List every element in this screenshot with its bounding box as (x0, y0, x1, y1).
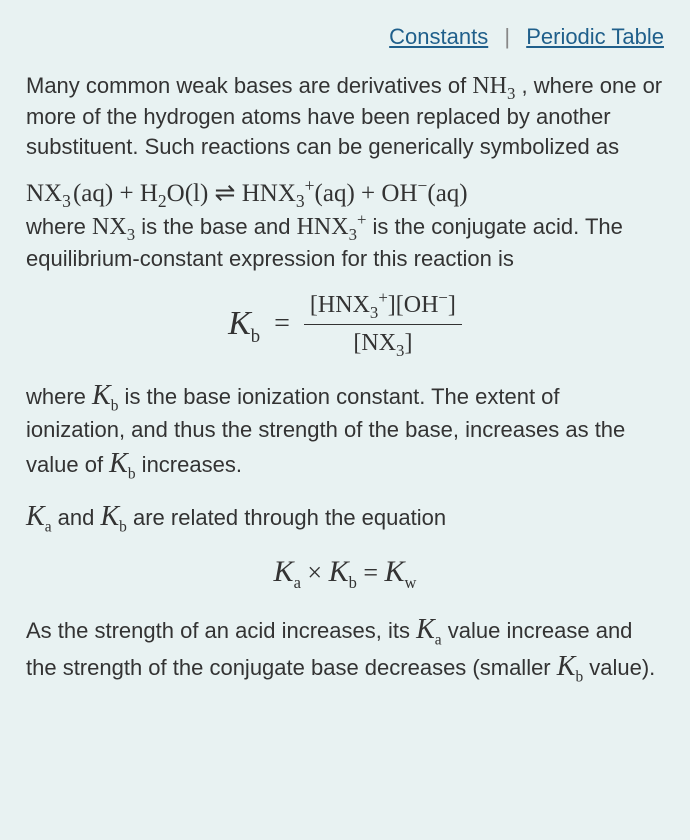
numerator: [HNX3+][OH−] (304, 289, 462, 324)
t: K (92, 380, 111, 411)
kb-fraction: [HNX3+][OH−] [NX3] (304, 289, 462, 359)
kw-var: Kw (385, 555, 417, 588)
s: b (349, 573, 357, 592)
kb-var: Kb (109, 448, 135, 479)
t: HNX (242, 180, 296, 207)
s: 2 (158, 191, 167, 211)
s: 3 (296, 191, 305, 211)
t: [HNX (310, 292, 370, 318)
text: increases. (136, 452, 242, 477)
reaction-equation: NX3 (aq) + H2O(l) ⇌ HNX3+(aq) + OH−(aq) (26, 180, 468, 207)
nx3: NX3 (92, 214, 135, 240)
text: is the base and (135, 214, 296, 239)
s: b (128, 465, 136, 482)
t: + (113, 180, 140, 207)
s: b (251, 326, 260, 347)
text: Many common weak bases are derivatives o… (26, 73, 472, 98)
kb-var: Kb (329, 555, 357, 588)
s: + (305, 176, 315, 196)
reaction-block: NX3 (aq) + H2O(l) ⇌ HNX3+(aq) + OH−(aq) … (26, 177, 664, 273)
t: (aq) (427, 180, 467, 207)
s: w (405, 573, 417, 592)
s: − (438, 288, 447, 307)
s: + (378, 288, 387, 307)
nh3-text: NH (472, 73, 507, 99)
t: K (26, 501, 45, 532)
kb-var: Kb (228, 301, 260, 347)
t: K (274, 555, 294, 588)
t: O (167, 180, 185, 207)
t: H (140, 180, 158, 207)
text: where (26, 384, 92, 409)
t: K (228, 305, 251, 342)
kb-var: Kb (100, 501, 126, 532)
s: 3 (349, 225, 357, 244)
t: ⇌ (208, 180, 241, 207)
s: b (119, 519, 127, 536)
ka-var: Ka (274, 555, 301, 588)
intro-paragraph: Many common weak bases are derivatives o… (26, 70, 664, 162)
s: 3 (127, 225, 135, 244)
t: HNX (297, 214, 349, 240)
ka-var: Ka (416, 614, 442, 645)
t: (aq) (73, 180, 113, 207)
t: K (100, 501, 119, 532)
final-paragraph: As the strength of an acid increases, it… (26, 611, 664, 687)
t: ] (404, 330, 412, 356)
kakb-intro: Ka and Kb are related through the equati… (26, 498, 664, 536)
t: [NX (353, 330, 396, 356)
s: + (357, 210, 366, 229)
text: As the strength of an acid increases, it… (26, 618, 416, 643)
t: OH (381, 180, 417, 207)
constants-link[interactable]: Constants (389, 24, 488, 49)
s: − (418, 176, 428, 196)
t: ] (448, 292, 456, 318)
t: ][OH (388, 292, 439, 318)
periodic-table-link[interactable]: Periodic Table (526, 24, 664, 49)
t: (aq) (315, 180, 355, 207)
kb-explain-paragraph: where Kb is the base ionization constant… (26, 377, 664, 482)
kb-var: Kb (92, 380, 118, 411)
text: value). (583, 655, 655, 680)
kakb-equation: Ka × Kb = Kw (26, 552, 664, 593)
top-links: Constants | Periodic Table (26, 22, 664, 52)
kb-var: Kb (557, 651, 583, 682)
eq: = (357, 558, 385, 587)
s: a (435, 631, 442, 648)
denominator: [NX3] (304, 325, 462, 359)
text: and (52, 505, 101, 530)
text: where (26, 214, 92, 239)
equals: = (274, 305, 290, 343)
nh3: NH3 (472, 73, 515, 99)
t: K (329, 555, 349, 588)
t: NX (26, 180, 62, 207)
s: a (45, 519, 52, 536)
kb-equation: Kb = [HNX3+][OH−] [NX3] (26, 289, 664, 359)
s: b (575, 669, 583, 686)
hnx3plus: HNX3+ (297, 214, 367, 240)
times: × (301, 558, 329, 587)
t: K (416, 614, 435, 645)
content-panel: Constants | Periodic Table Many common w… (0, 0, 690, 840)
t: K (557, 651, 576, 682)
s: 3 (62, 191, 71, 211)
t: + (355, 180, 382, 207)
text: are related through the equation (127, 505, 446, 530)
t: K (109, 448, 128, 479)
link-separator: | (504, 24, 510, 49)
t: (l) (185, 180, 209, 207)
t: NX (92, 214, 127, 240)
ka-var: Ka (26, 501, 52, 532)
s: a (294, 573, 301, 592)
t: K (385, 555, 405, 588)
